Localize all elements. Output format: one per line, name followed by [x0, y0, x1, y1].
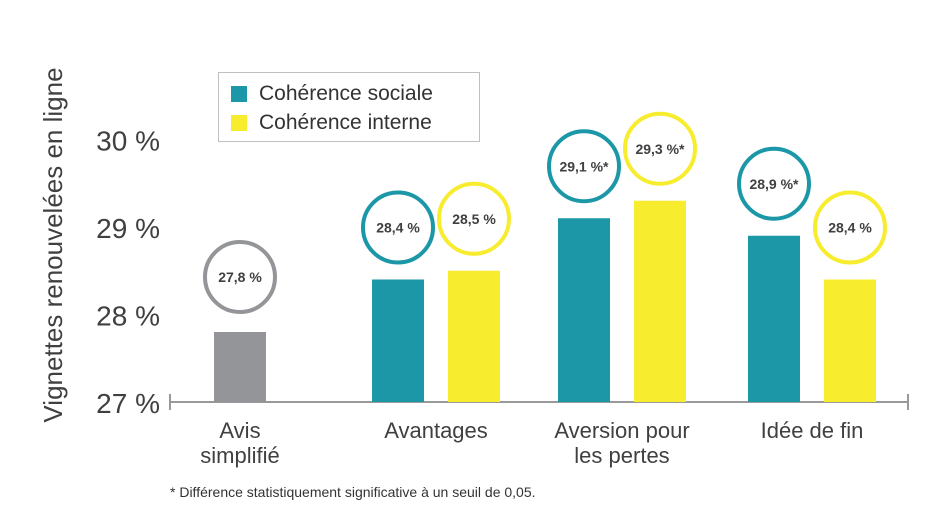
bar-series1-cat2: [634, 200, 686, 402]
data-label-circle: [737, 146, 811, 221]
y-axis-ticks: 27 % 28 % 29 % 30 %: [96, 126, 160, 420]
data-label-circle: [361, 190, 435, 265]
bar-series0-cat2: [558, 218, 610, 402]
y-tick-label: 28 %: [96, 301, 160, 332]
data-labels: 27,8 % 28,4 % 29,1 %* 28,9 %* 28,5 % 29,3 %* 2…: [203, 111, 887, 314]
y-tick-label: 30 %: [96, 126, 160, 157]
x-category-label: Avantages: [384, 418, 488, 443]
y-tick-label: 29 %: [96, 213, 160, 244]
bar-series0-cat1: [372, 279, 424, 402]
data-label-series1-cat1: 28,5 %: [452, 211, 496, 227]
x-category-label: simplifié: [200, 443, 279, 468]
bar-series1-cat3: [824, 279, 876, 402]
data-label-series0-cat2: 29,1 %*: [559, 158, 609, 174]
data-label-circle: [623, 111, 697, 186]
legend-item-coherence-sociale: Cohérence sociale: [231, 82, 433, 106]
data-label-series0-cat3: 28,9 %*: [749, 176, 799, 192]
y-tick-label: 27 %: [96, 388, 160, 419]
x-category-label: Idée de fin: [761, 418, 864, 443]
x-category-label: les pertes: [574, 443, 669, 468]
data-label-series1-cat2: 29,3 %*: [635, 141, 685, 157]
bar-avis-simplifie: [214, 332, 266, 402]
legend-label: Cohérence interne: [259, 111, 432, 134]
y-axis-title: Vignettes renouvelées en ligne: [38, 67, 68, 422]
data-label-circle: [203, 240, 277, 314]
data-label-series1-cat3: 28,4 %: [828, 220, 872, 236]
data-label-circle: [437, 181, 511, 256]
footnote: * Différence statistiquement significati…: [170, 484, 536, 500]
bars: [214, 200, 876, 402]
legend-swatch-teal: [231, 86, 247, 102]
data-label-circle: [547, 129, 621, 204]
legend: Cohérence sociale Cohérence interne: [218, 72, 480, 142]
data-label-series0-cat1: 28,4 %: [376, 220, 420, 236]
bar-series1-cat1: [448, 270, 500, 402]
data-label-circle: [813, 190, 887, 265]
data-label-avis-simplifie: 27,8 %: [218, 269, 262, 285]
legend-item-coherence-interne: Cohérence interne: [231, 111, 432, 135]
legend-swatch-yellow: [231, 115, 247, 131]
bar-series0-cat3: [748, 235, 800, 402]
legend-label: Cohérence sociale: [259, 82, 433, 105]
x-category-label: Aversion pour: [554, 418, 689, 443]
x-category-label: Avis: [219, 418, 260, 443]
